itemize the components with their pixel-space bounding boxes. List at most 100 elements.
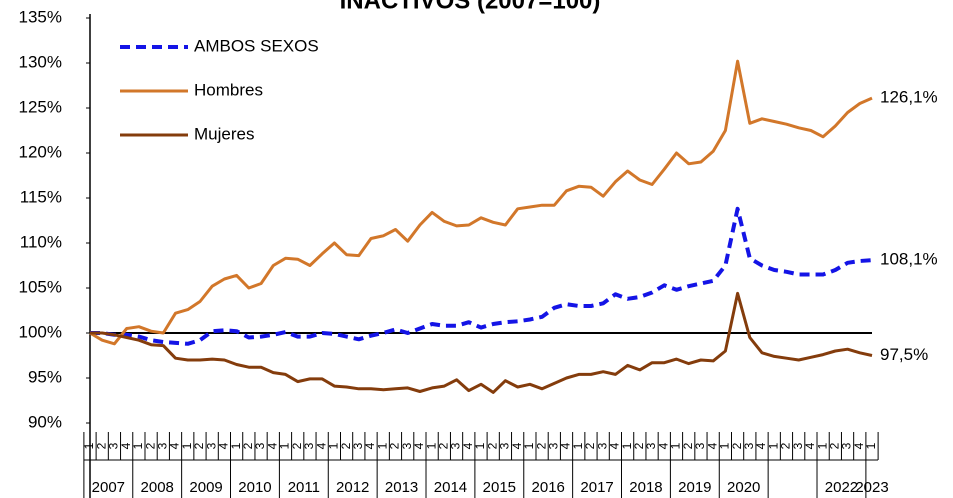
x-tick-label: 3 — [107, 442, 121, 449]
year-label: 2010 — [238, 479, 271, 496]
x-tick-label: 4 — [705, 442, 719, 449]
year-label: 2008 — [141, 479, 174, 496]
x-tick-label: 4 — [656, 442, 670, 449]
y-tick-label: 115% — [20, 187, 62, 206]
chart-title: INACTIVOS (2007=100) — [340, 0, 601, 14]
end-label: 97,5% — [880, 345, 928, 364]
x-tick-label: 4 — [168, 442, 182, 449]
x-tick-label: 4 — [852, 442, 866, 449]
x-tick-label: 2 — [730, 442, 744, 449]
x-tick-label: 3 — [840, 442, 854, 449]
end-label: 126,1% — [880, 88, 938, 107]
x-tick-label: 3 — [644, 442, 658, 449]
x-tick-label: 2 — [192, 442, 206, 449]
year-label: 2016 — [532, 479, 565, 496]
year-label: 2019 — [678, 479, 711, 496]
year-label: 2017 — [580, 479, 613, 496]
x-tick-label: 3 — [791, 442, 805, 449]
x-tick-label: 2 — [485, 442, 499, 449]
x-tick-label: 1 — [327, 442, 341, 449]
x-tick-label: 3 — [595, 442, 609, 449]
year-label: 2023 — [855, 479, 888, 496]
x-tick-label: 2 — [583, 442, 597, 449]
year-label: 2020 — [727, 479, 760, 496]
year-label: 2022 — [825, 479, 858, 496]
x-tick-label: 3 — [302, 442, 316, 449]
x-tick-label: 3 — [253, 442, 267, 449]
x-tick-label: 2 — [290, 442, 304, 449]
x-tick-label: 4 — [314, 442, 328, 449]
x-tick-label: 1 — [473, 442, 487, 449]
x-tick-label: 1 — [669, 442, 683, 449]
x-tick-label: 4 — [803, 442, 817, 449]
year-label: 2015 — [483, 479, 516, 496]
y-tick-label: 95% — [28, 367, 62, 386]
x-tick-label: 4 — [363, 442, 377, 449]
x-tick-label: 2 — [828, 442, 842, 449]
y-tick-label: 135% — [19, 7, 62, 26]
x-tick-label: 1 — [766, 442, 780, 449]
y-tick-label: 90% — [28, 412, 62, 431]
x-tick-label: 1 — [82, 442, 96, 449]
x-tick-label: 2 — [94, 442, 108, 449]
x-tick-label: 1 — [424, 442, 438, 449]
legend-label: AMBOS SEXOS — [194, 36, 319, 55]
x-tick-label: 1 — [180, 442, 194, 449]
x-tick-label: 4 — [265, 442, 279, 449]
x-tick-label: 1 — [718, 442, 732, 449]
year-label: 2014 — [434, 479, 467, 496]
x-tick-label: 1 — [571, 442, 585, 449]
x-tick-label: 2 — [143, 442, 157, 449]
x-tick-label: 1 — [620, 442, 634, 449]
x-tick-label: 3 — [351, 442, 365, 449]
year-label: 2011 — [288, 479, 320, 496]
x-tick-label: 3 — [546, 442, 560, 449]
x-tick-label: 4 — [217, 442, 231, 449]
x-tick-label: 2 — [681, 442, 695, 449]
x-tick-label: 2 — [779, 442, 793, 449]
x-tick-label: 4 — [119, 442, 133, 449]
y-tick-label: 110% — [20, 232, 62, 251]
x-tick-label: 1 — [375, 442, 389, 449]
x-tick-label: 2 — [241, 442, 255, 449]
x-tick-label: 3 — [449, 442, 463, 449]
x-tick-label: 4 — [461, 442, 475, 449]
x-tick-label: 2 — [632, 442, 646, 449]
x-tick-label: 3 — [400, 442, 414, 449]
year-label: 2012 — [336, 479, 369, 496]
x-tick-label: 1 — [522, 442, 536, 449]
x-tick-label: 3 — [498, 442, 512, 449]
x-tick-label: 2 — [534, 442, 548, 449]
x-tick-label: 4 — [412, 442, 426, 449]
x-tick-label: 3 — [204, 442, 218, 449]
legend-label: Hombres — [194, 80, 263, 99]
x-tick-label: 1 — [229, 442, 243, 449]
x-tick-label: 1 — [278, 442, 292, 449]
y-tick-label: 120% — [19, 142, 62, 161]
x-tick-label: 3 — [742, 442, 756, 449]
year-label: 2018 — [629, 479, 662, 496]
x-tick-label: 4 — [754, 442, 768, 449]
year-label: 2009 — [189, 479, 222, 496]
year-label: 2007 — [92, 479, 125, 496]
x-tick-label: 2 — [388, 442, 402, 449]
y-tick-label: 130% — [19, 52, 62, 71]
x-tick-label: 4 — [510, 442, 524, 449]
x-tick-label: 4 — [608, 442, 622, 449]
y-tick-label: 100% — [19, 322, 62, 341]
x-tick-label: 3 — [693, 442, 707, 449]
x-tick-label: 1 — [131, 442, 145, 449]
x-tick-label: 2 — [339, 442, 353, 449]
x-tick-label: 1 — [864, 442, 878, 449]
series-line — [90, 206, 873, 346]
y-tick-label: 125% — [19, 97, 62, 116]
end-label: 108,1% — [880, 250, 938, 269]
x-tick-label: 1 — [815, 442, 829, 449]
x-tick-label: 4 — [559, 442, 573, 449]
x-tick-label: 3 — [155, 442, 169, 449]
series-line — [90, 291, 873, 394]
x-tick-label: 2 — [437, 442, 451, 449]
series-line — [89, 59, 873, 346]
legend-label: Mujeres — [194, 124, 254, 143]
